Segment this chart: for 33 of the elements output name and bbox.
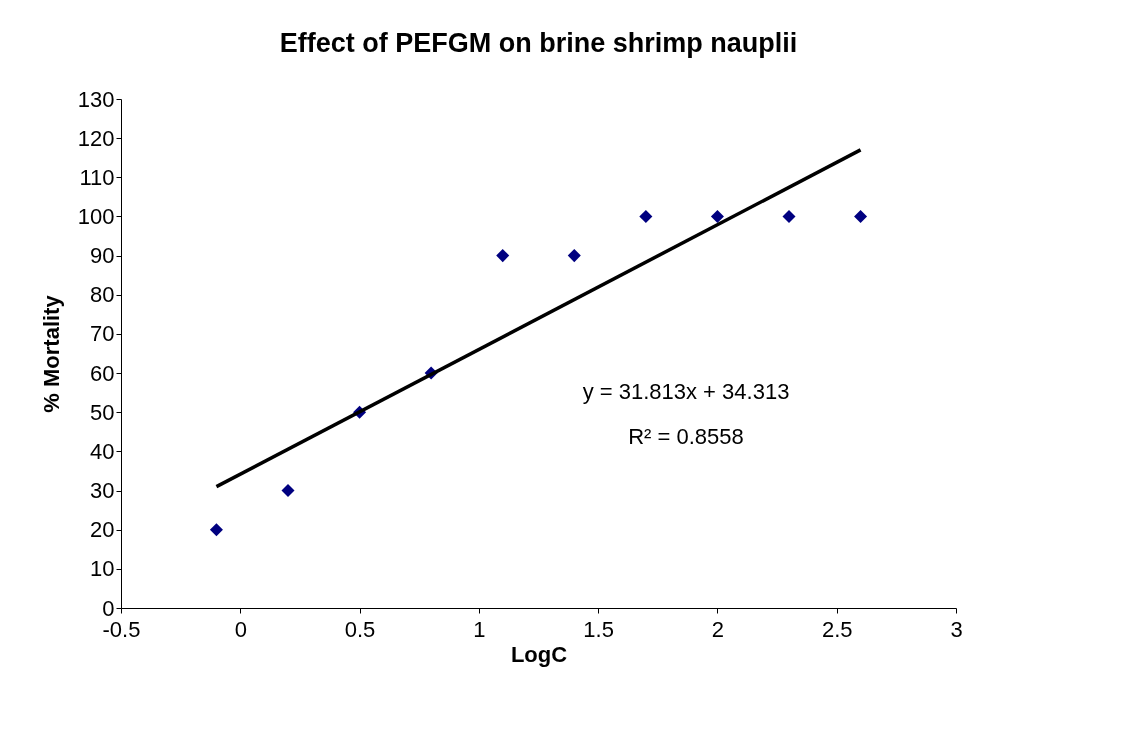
- point: [281, 484, 295, 498]
- y-tick-label: 40: [90, 438, 115, 464]
- point: [710, 209, 724, 223]
- y-axis-title: % Mortality: [38, 294, 64, 413]
- y-tick-label: 50: [90, 399, 115, 425]
- x-tick-label: 3: [950, 616, 963, 642]
- annotation: y = 31.813x + 34.313: [582, 379, 790, 404]
- point: [496, 249, 510, 263]
- chart-title: Effect of PEFGM on brine shrimp nauplii: [279, 28, 798, 58]
- x-tick-label: 1: [473, 616, 486, 642]
- y-tick-label: 60: [90, 360, 115, 386]
- x-tick-label: 1.5: [583, 616, 614, 642]
- y-tick-label: 100: [77, 203, 115, 229]
- x-tick-label: 2: [711, 616, 725, 642]
- y-tick-label: 80: [90, 282, 115, 308]
- y-tick-label: 10: [90, 556, 115, 582]
- y-tick-label: 110: [79, 164, 115, 190]
- point: [209, 523, 223, 537]
- x-tick-label: 2.5: [821, 616, 853, 642]
- y-tick-label: 130: [77, 86, 115, 112]
- y-tick-label: 120: [77, 125, 115, 151]
- y-tick-label: 30: [90, 478, 115, 504]
- y-tick-label: 20: [90, 517, 115, 543]
- y-tick-label: 70: [90, 321, 115, 347]
- point: [639, 209, 653, 223]
- point: [567, 249, 581, 263]
- x-tick-label: 0.5: [344, 616, 376, 642]
- point: [782, 209, 796, 223]
- annotation: R² = 0.8558: [628, 424, 744, 449]
- x-tick-label: 0: [234, 616, 247, 642]
- point: [854, 209, 868, 223]
- y-tick-label: 90: [90, 243, 115, 269]
- x-axis-title: LogC: [510, 641, 568, 667]
